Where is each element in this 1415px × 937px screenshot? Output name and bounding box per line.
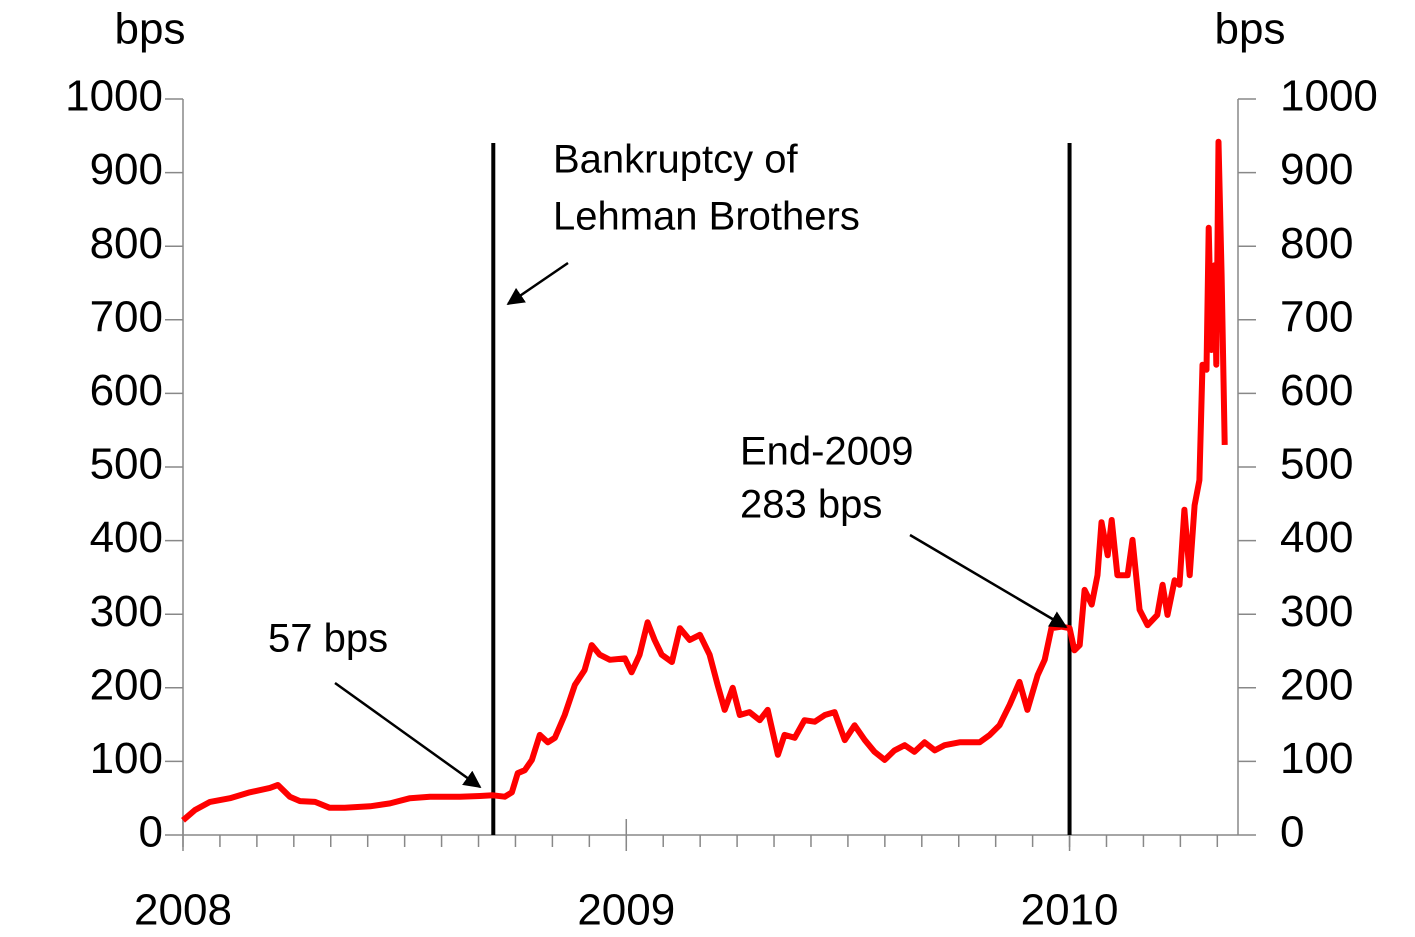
annotation-text: Lehman Brothers	[553, 195, 860, 239]
x-tick-label: 2009	[577, 886, 675, 935]
annotation-text: Bankruptcy of	[553, 138, 798, 182]
y2-tick-label: 100	[1280, 734, 1353, 783]
y-tick-label: 800	[90, 219, 163, 268]
x-tick-label: 2010	[1021, 886, 1119, 935]
y2-axis-label: bps	[1215, 5, 1286, 54]
y-tick-label: 200	[90, 660, 163, 709]
y2-tick-label: 400	[1280, 513, 1353, 562]
annotation-text: End-2009	[740, 430, 913, 474]
y-tick-label: 400	[90, 513, 163, 562]
y2-tick-label: 200	[1280, 660, 1353, 709]
annotation-text: 57 bps	[268, 617, 388, 661]
annotation-arrow	[334, 681, 482, 789]
y-tick-label: 100	[90, 734, 163, 783]
y2-tick-label: 300	[1280, 587, 1353, 636]
y2-tick-label: 600	[1280, 366, 1353, 415]
y-tick-label: 500	[90, 440, 163, 489]
y2-tick-label: 0	[1280, 808, 1304, 857]
annotation-arrow	[909, 533, 1068, 629]
annotation-text: 283 bps	[740, 483, 882, 527]
series-line	[181, 138, 1228, 823]
y-tick-label: 600	[90, 366, 163, 415]
y2-tick-label: 900	[1280, 145, 1353, 194]
y-tick-label: 0	[139, 808, 163, 857]
annotation-arrow	[506, 261, 569, 306]
y2-tick-label: 700	[1280, 292, 1353, 341]
x-tick-label: 2008	[134, 886, 232, 935]
y2-tick-label: 1000	[1280, 72, 1378, 121]
y-tick-label: 700	[90, 292, 163, 341]
y-tick-label: 1000	[65, 72, 163, 121]
y-tick-label: 300	[90, 587, 163, 636]
y2-tick-label: 800	[1280, 219, 1353, 268]
y2-tick-label: 500	[1280, 440, 1353, 489]
y-axis-label: bps	[115, 5, 186, 54]
y-tick-label: 900	[90, 145, 163, 194]
